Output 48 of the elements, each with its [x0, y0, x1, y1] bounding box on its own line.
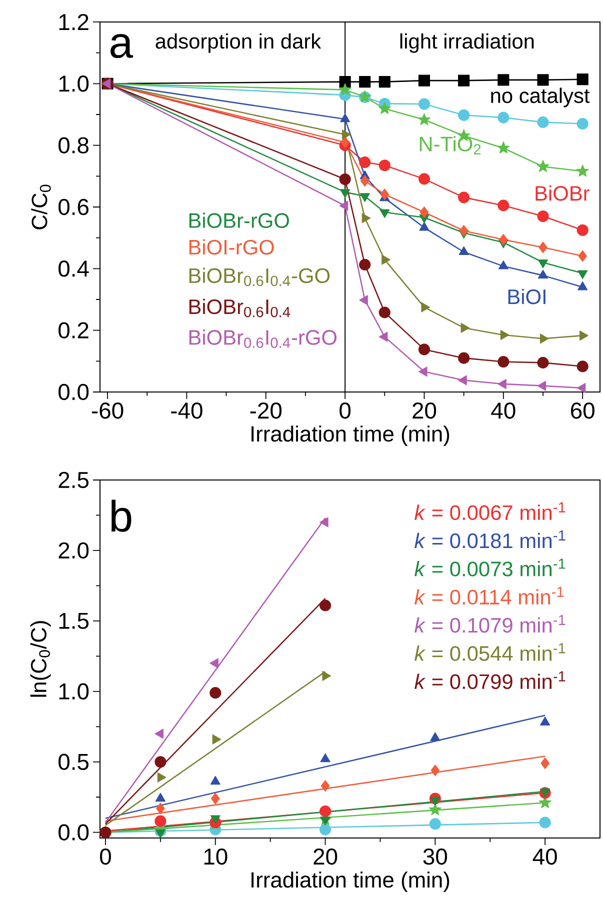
y-tick-label: 0.2 — [58, 322, 88, 338]
text: BiOI-rGO — [189, 239, 274, 255]
annotation: adsorption in dark — [156, 33, 322, 53]
series-label: BiOBr$_{0.6}$I$_{0.4}$-rGO — [189, 330, 336, 348]
text: k = 0.0073 min$^{-1}$ — [414, 558, 566, 576]
x-tick-label: 0 — [340, 402, 351, 419]
x-tick-label: 40 — [532, 848, 557, 865]
y-tick-label: 0.0 — [58, 384, 89, 400]
series-label: BiOI — [508, 288, 546, 304]
x-axis-title: Irradiation time (min) — [252, 426, 450, 446]
annotation: a — [110, 34, 134, 58]
text: k = 0.0544 min$^{-1}$ — [414, 643, 566, 661]
x-tick-label: -20 — [250, 402, 282, 419]
x-tick-label: 20 — [412, 402, 436, 419]
y-tick-label: 1.0 — [59, 683, 89, 700]
text: BiOBr$_{0.6}$I$_{0.4}$-GO — [189, 268, 330, 286]
annotation: b — [112, 500, 132, 532]
y-tick-label: 0.8 — [58, 137, 88, 154]
text: BiOBr$_{0.6}$I$_{0.4}$ — [189, 298, 290, 318]
y-tick-label: 0.0 — [58, 824, 89, 840]
y-tick-label: 2.5 — [58, 472, 89, 488]
text: k = 0.0114 min$^{-1}$ — [414, 586, 564, 605]
series-label: BiOBr — [536, 185, 590, 201]
text: k = 0.0181 min$^{-1}$ — [414, 530, 566, 548]
text: BiOBr-rGO — [189, 212, 289, 228]
x-axis-title: Irradiation time (min) — [252, 872, 450, 892]
text: k = 0.0799 min$^{-1}$ — [414, 671, 566, 690]
y-tick-label: 2.0 — [58, 542, 89, 559]
x-tick-label: -40 — [171, 402, 202, 419]
y-tick-label: 1.2 — [59, 14, 88, 30]
y-axis-title: C/C$_{0}$ — [31, 184, 51, 230]
x-tick-label: 40 — [491, 402, 516, 419]
x-tick-label: 20 — [314, 848, 338, 865]
series-label: no catalyst — [491, 88, 590, 108]
text: k = 0.1079 min$^{-1}$ — [414, 614, 566, 633]
x-tick-label: 0 — [100, 848, 111, 865]
y-tick-label: 1.5 — [59, 612, 89, 629]
y-tick-label: 1.0 — [59, 76, 89, 92]
y-axis-title: ln(C$_{0}$/C) — [30, 621, 51, 697]
x-tick-label: 60 — [571, 402, 594, 419]
y-tick-label: 0.4 — [58, 260, 89, 277]
y-tick-label: 0.6 — [58, 198, 88, 216]
text: k = 0.0067 min$^{-1}$ — [414, 502, 566, 520]
annotation: light irradiation — [400, 33, 534, 53]
x-tick-label: 30 — [423, 848, 448, 865]
x-tick-label: 10 — [204, 848, 228, 865]
x-tick-label: -60 — [92, 402, 124, 419]
y-tick-label: 0.5 — [58, 754, 89, 770]
